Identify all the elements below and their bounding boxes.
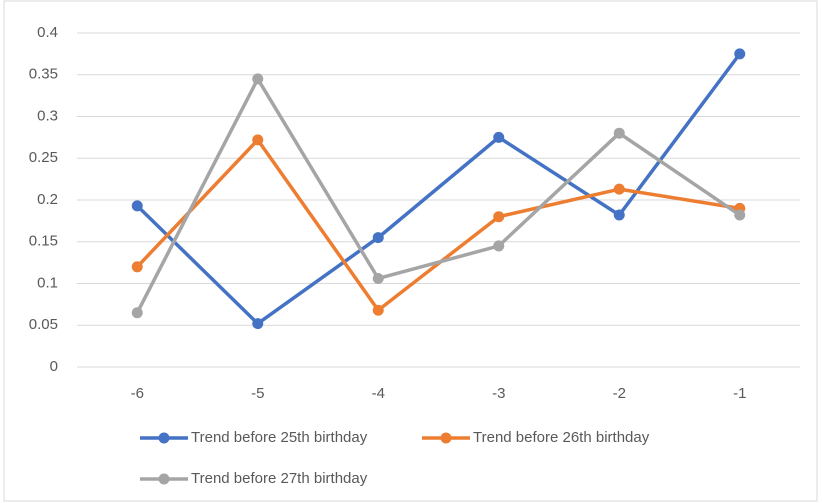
point xyxy=(131,200,143,212)
point xyxy=(372,272,384,284)
legend-label: Trend before 27th birthday xyxy=(191,470,368,487)
point xyxy=(734,209,746,221)
point xyxy=(493,240,505,252)
legend-marker xyxy=(158,473,170,485)
chart-frame xyxy=(3,0,818,502)
point xyxy=(252,134,264,146)
y-tick-label: 0.05 xyxy=(29,316,58,333)
point xyxy=(252,73,264,85)
legend-label: Trend before 25th birthday xyxy=(191,429,368,446)
y-tick-label: 0.25 xyxy=(29,149,58,166)
y-tick-label: 0.35 xyxy=(29,66,58,83)
y-tick-label: 0.15 xyxy=(29,233,58,250)
y-tick-label: 0.1 xyxy=(37,274,58,291)
point xyxy=(372,304,384,316)
x-tick-label: -1 xyxy=(733,385,746,402)
x-tick-label: -4 xyxy=(372,385,385,402)
y-tick-label: 0.4 xyxy=(37,24,58,41)
point xyxy=(613,209,625,221)
y-tick-label: 0.2 xyxy=(37,191,58,208)
legend-marker xyxy=(440,432,452,444)
point xyxy=(252,318,264,330)
series-line xyxy=(136,52,742,326)
series-line xyxy=(135,77,741,314)
x-tick-label: -5 xyxy=(251,385,264,402)
x-tick-label: -6 xyxy=(131,385,144,402)
point xyxy=(734,48,746,60)
x-tick-label: -3 xyxy=(492,385,505,402)
point xyxy=(372,232,384,244)
point xyxy=(131,307,143,319)
legend-label: Trend before 26th birthday xyxy=(473,429,650,446)
y-tick-label: 0 xyxy=(50,358,58,375)
point xyxy=(131,261,143,273)
legend-marker xyxy=(158,432,170,444)
point xyxy=(493,211,505,223)
point xyxy=(613,127,625,139)
x-tick-label: -2 xyxy=(613,385,626,402)
point xyxy=(613,183,625,195)
point xyxy=(493,131,505,143)
y-tick-label: 0.3 xyxy=(37,107,58,124)
